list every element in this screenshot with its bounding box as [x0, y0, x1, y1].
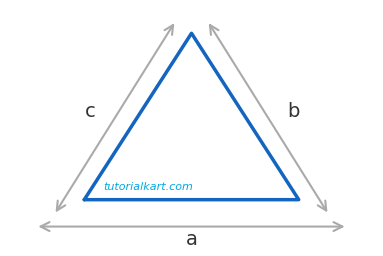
Text: c: c: [85, 102, 95, 121]
Text: a: a: [185, 230, 198, 249]
Text: tutorialkart.com: tutorialkart.com: [103, 182, 193, 192]
FancyArrowPatch shape: [210, 25, 326, 210]
FancyArrowPatch shape: [41, 222, 342, 231]
FancyArrowPatch shape: [57, 25, 173, 210]
Text: b: b: [287, 102, 299, 121]
